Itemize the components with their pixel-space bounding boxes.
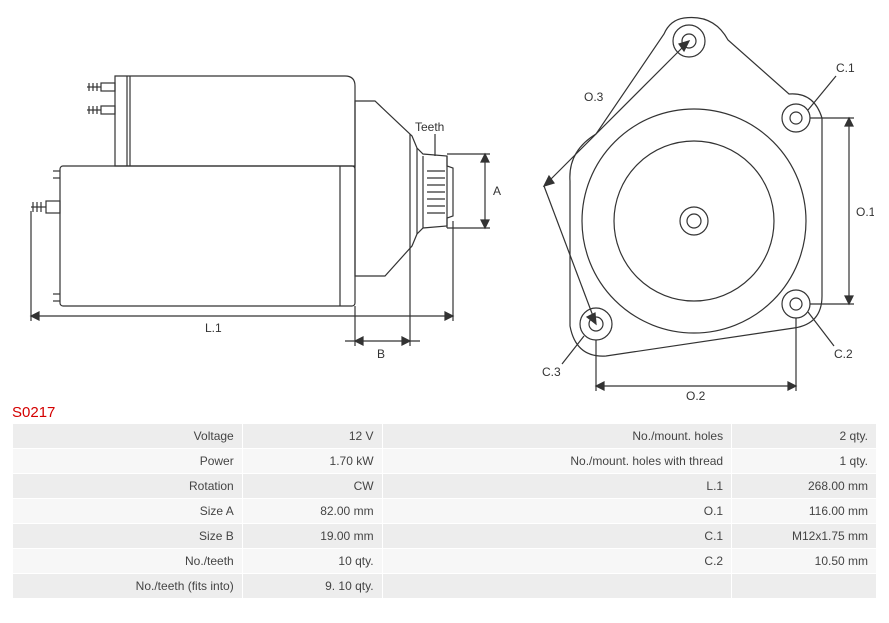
spec-label2: L.1 [382,474,732,499]
front-view-drawing: O.3 O.1 O.2 C.1 C.2 C.3 [514,6,874,401]
table-row: Size A82.00 mmO.1116.00 mm [13,499,877,524]
spec-label: No./teeth (fits into) [13,574,243,599]
spec-label: Power [13,449,243,474]
table-row: RotationCWL.1268.00 mm [13,474,877,499]
spec-value2: 116.00 mm [732,499,877,524]
spec-label: No./teeth [13,549,243,574]
spec-label2: O.1 [382,499,732,524]
spec-label2: No./mount. holes with thread [382,449,732,474]
table-row: No./teeth10 qty.C.210.50 mm [13,549,877,574]
side-view-drawing: A B L.1 Teeth [15,6,505,391]
spec-value2: M12x1.75 mm [732,524,877,549]
dim-c2-label: C.2 [834,347,853,361]
dim-a-label: A [493,184,501,198]
spec-label: Size A [13,499,243,524]
spec-label: Voltage [13,424,243,449]
spec-value: 19.00 mm [242,524,382,549]
dim-l1-label: L.1 [205,321,222,335]
spec-label2 [382,574,732,599]
table-row: No./teeth (fits into)9. 10 qty. [13,574,877,599]
spec-label2: C.2 [382,549,732,574]
technical-drawings: A B L.1 Teeth [0,0,889,400]
spec-label2: No./mount. holes [382,424,732,449]
spec-label: Rotation [13,474,243,499]
spec-table: Voltage12 VNo./mount. holes2 qty.Power1.… [12,423,877,599]
table-row: Power1.70 kWNo./mount. holes with thread… [13,449,877,474]
spec-value: 9. 10 qty. [242,574,382,599]
spec-label2: C.1 [382,524,732,549]
dim-c1-label: C.1 [836,61,855,75]
spec-value: 1.70 kW [242,449,382,474]
spec-value2: 1 qty. [732,449,877,474]
dim-o3-label: O.3 [584,90,604,104]
spec-value2: 10.50 mm [732,549,877,574]
spec-value: 10 qty. [242,549,382,574]
spec-label: Size B [13,524,243,549]
front-view-svg: O.3 O.1 O.2 C.1 C.2 C.3 [514,6,874,401]
side-view-svg: A B L.1 Teeth [15,6,505,391]
dim-o2-label: O.2 [686,389,706,401]
spec-value2 [732,574,877,599]
dim-b-label: B [377,347,385,361]
table-row: Voltage12 VNo./mount. holes2 qty. [13,424,877,449]
spec-value: CW [242,474,382,499]
teeth-label: Teeth [415,120,444,134]
part-number: S0217 [0,400,889,423]
dim-c3-label: C.3 [542,365,561,379]
spec-value2: 2 qty. [732,424,877,449]
table-row: Size B19.00 mmC.1M12x1.75 mm [13,524,877,549]
spec-value2: 268.00 mm [732,474,877,499]
spec-value: 82.00 mm [242,499,382,524]
spec-value: 12 V [242,424,382,449]
dim-o1-label: O.1 [856,205,874,219]
